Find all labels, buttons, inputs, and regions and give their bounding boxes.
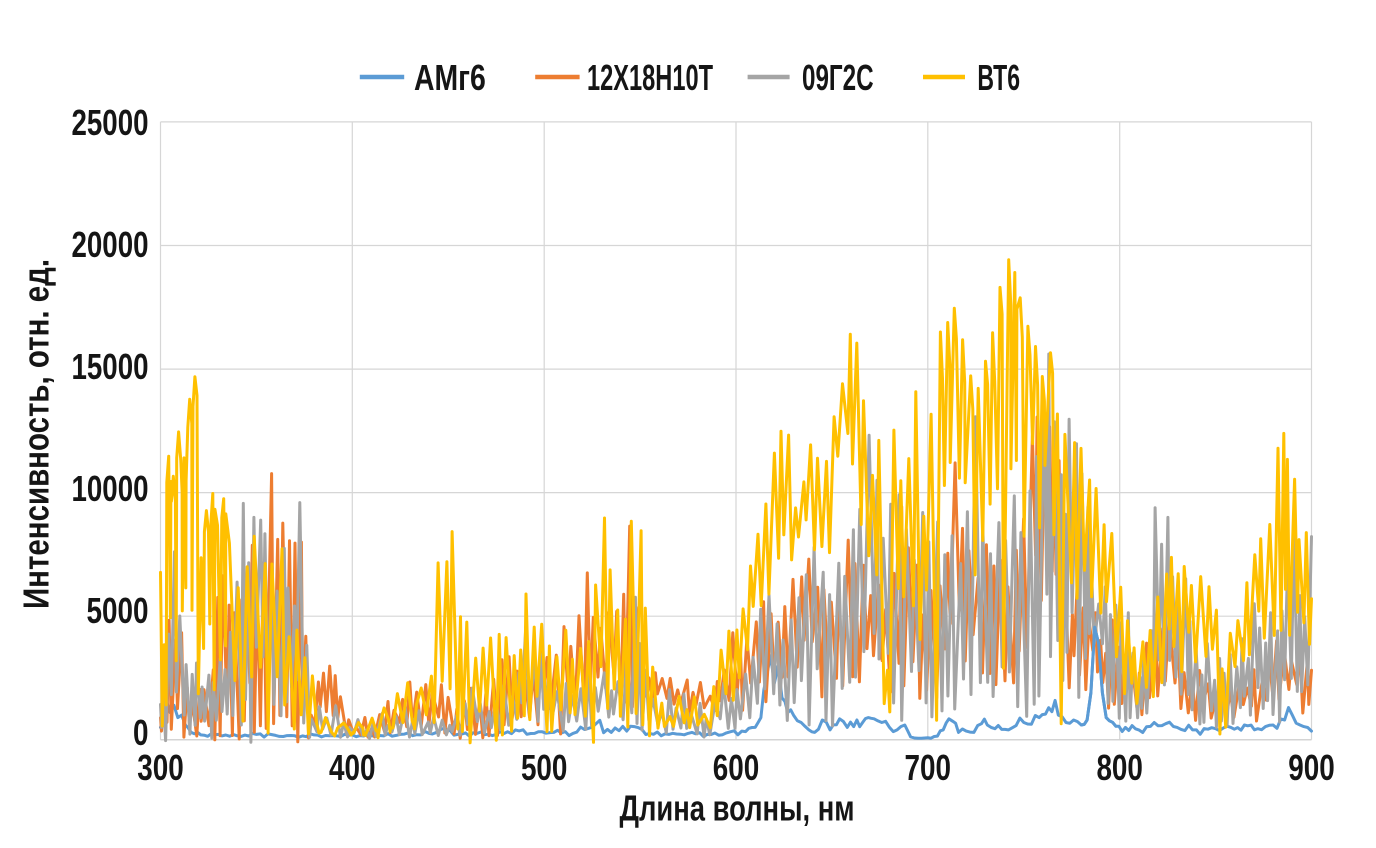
svg-text:400: 400 <box>329 747 376 788</box>
svg-text:300: 300 <box>137 747 184 788</box>
svg-text:09Г2С: 09Г2С <box>802 57 874 98</box>
svg-text:0: 0 <box>133 712 149 753</box>
svg-text:20000: 20000 <box>72 224 149 265</box>
svg-text:Длина волны, нм: Длина волны, нм <box>620 788 855 829</box>
svg-text:12Х18Н10Т: 12Х18Н10Т <box>587 57 713 98</box>
svg-text:15000: 15000 <box>72 346 149 387</box>
svg-text:500: 500 <box>521 747 568 788</box>
svg-text:700: 700 <box>905 747 952 788</box>
svg-text:800: 800 <box>1096 747 1143 788</box>
svg-text:5000: 5000 <box>87 590 149 631</box>
svg-text:25000: 25000 <box>72 102 149 143</box>
svg-text:900: 900 <box>1288 747 1335 788</box>
svg-text:Интенсивность, отн. ед.: Интенсивность, отн. ед. <box>16 259 57 609</box>
svg-text:ВТ6: ВТ6 <box>977 57 1020 98</box>
svg-text:10000: 10000 <box>72 468 149 509</box>
svg-text:АМг6: АМг6 <box>414 57 486 98</box>
svg-text:600: 600 <box>713 747 760 788</box>
